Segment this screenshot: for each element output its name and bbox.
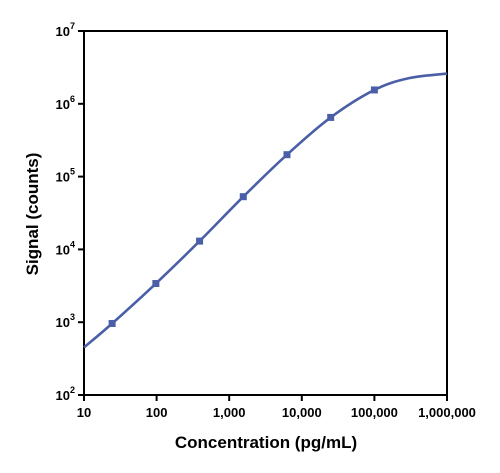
- y-tick-exponent: 7: [70, 21, 75, 31]
- data-point: [370, 86, 378, 94]
- y-axis-title: Signal (counts): [23, 153, 42, 276]
- x-tick-label: 1,000: [213, 405, 246, 420]
- data-point: [283, 151, 291, 159]
- y-tick-label: 106: [56, 94, 75, 112]
- data-point: [152, 280, 160, 288]
- x-tick-label: 1,000,000: [418, 405, 476, 420]
- y-tick-label: 103: [56, 312, 75, 330]
- x-tick-label: 100: [146, 405, 168, 420]
- y-tick-base: 10: [56, 170, 70, 185]
- fit-curve: [83, 72, 448, 349]
- y-tick-base: 10: [56, 315, 70, 330]
- y-tick-label: 105: [56, 167, 75, 185]
- data-point: [327, 113, 335, 121]
- y-tick-exponent: 5: [70, 167, 75, 177]
- y-tick-base: 10: [56, 24, 70, 39]
- data-point: [108, 319, 116, 327]
- y-tick-base: 10: [56, 388, 70, 403]
- data-point: [239, 193, 247, 201]
- x-tick-label: 10: [77, 405, 91, 420]
- x-tick-label: 100,000: [351, 405, 398, 420]
- y-tick-exponent: 2: [70, 385, 75, 395]
- y-tick-label: 107: [56, 21, 75, 39]
- x-tick-label: 10,000: [282, 405, 322, 420]
- x-axis-title: Concentration (pg/mL): [175, 433, 357, 452]
- y-tick-base: 10: [56, 97, 70, 112]
- y-tick-label: 104: [56, 239, 75, 257]
- y-tick-exponent: 6: [70, 94, 75, 104]
- plot-frame: [83, 30, 448, 396]
- plot-area: [83, 30, 448, 396]
- x-axis: 10 100 1,000 10,000 100,000 1,000,000: [77, 395, 476, 420]
- y-tick-exponent: 4: [70, 239, 75, 249]
- y-tick-base: 10: [56, 242, 70, 257]
- y-tick-label: 102: [56, 385, 75, 403]
- data-point: [196, 237, 204, 245]
- y-tick-exponent: 3: [70, 312, 75, 322]
